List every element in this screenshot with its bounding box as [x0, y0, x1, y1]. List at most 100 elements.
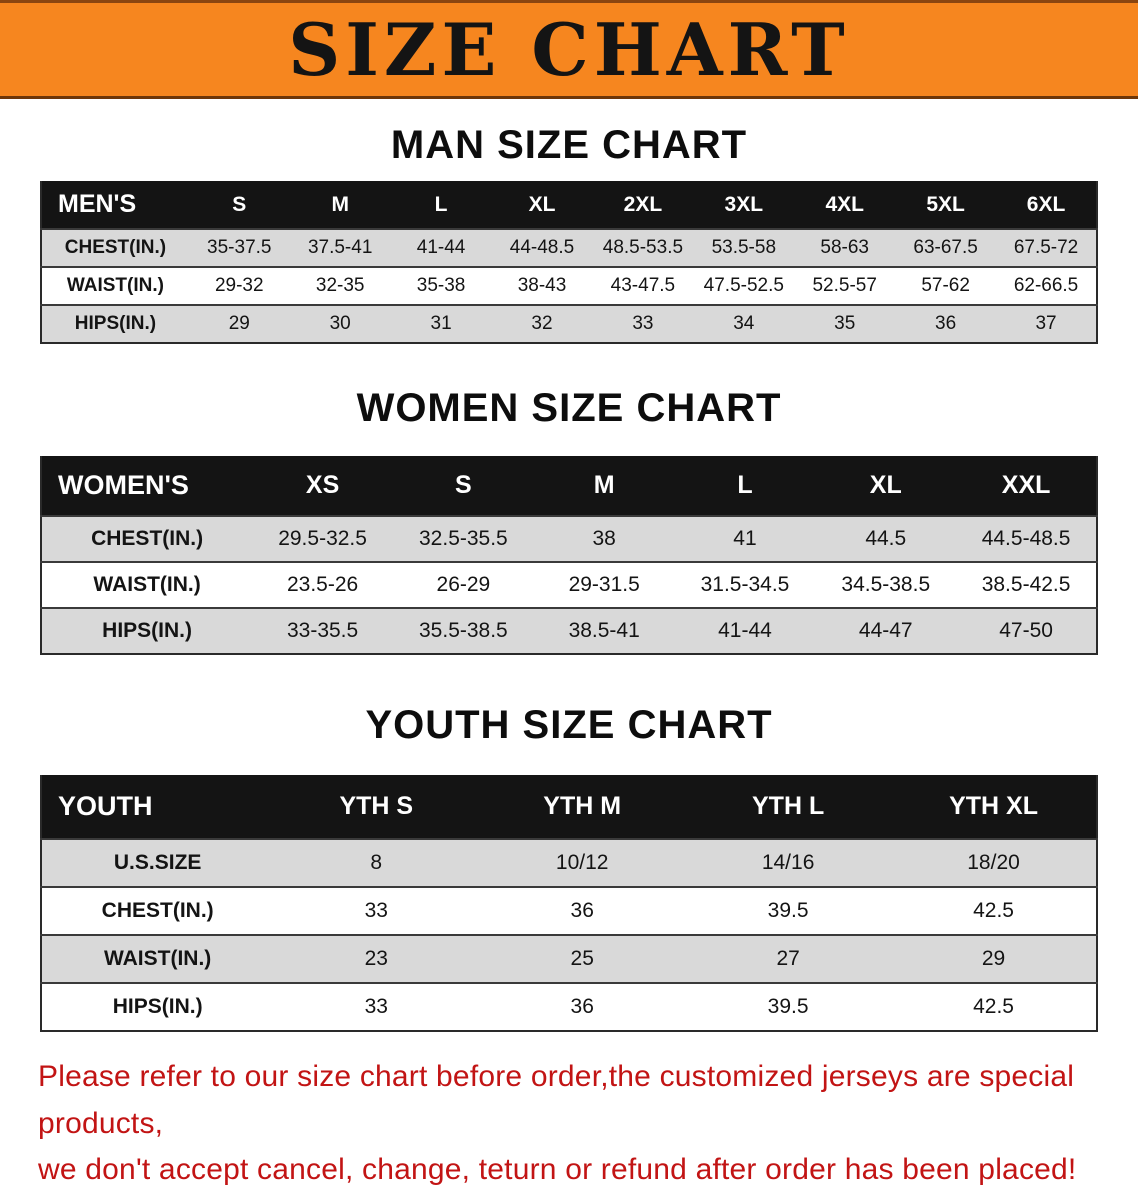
size-cell: 41-44: [390, 228, 492, 267]
size-cell: 29: [188, 304, 290, 343]
row-label: WAIST(IN.): [41, 561, 253, 608]
size-cell: 43-47.5: [592, 266, 694, 305]
size-cell: 26-29: [392, 561, 534, 608]
women-section-heading: WOMEN SIZE CHART: [356, 386, 782, 430]
size-cell: 39.5: [685, 982, 892, 1031]
size-cell: 44.5-48.5: [956, 515, 1097, 562]
men-hips-row: HIPS(IN.) 29 30 31 32 33 34 35 36 37: [41, 304, 1097, 343]
row-label: WAIST(IN.): [41, 266, 189, 305]
size-cell: 23.5-26: [252, 561, 393, 608]
women-header-cell: M: [593, 471, 615, 499]
size-cell: 44.5: [815, 515, 957, 562]
women-header-cell: WOMEN'S: [58, 470, 189, 500]
women-header-cell: XXL: [1001, 471, 1051, 499]
size-cell: 38.5-41: [533, 607, 675, 654]
youth-header-cell: YTH XL: [949, 792, 1038, 820]
size-cell: 33-35.5: [252, 607, 393, 654]
row-label: HIPS(IN.): [41, 607, 253, 654]
size-cell: 32: [491, 304, 593, 343]
size-cell: 35-37.5: [188, 228, 290, 267]
men-header-cell: MEN'S: [58, 190, 137, 218]
size-cell: 38: [533, 515, 675, 562]
size-cell: 38-43: [491, 266, 593, 305]
men-chest-row: CHEST(IN.) 35-37.5 37.5-41 41-44 44-48.5…: [41, 228, 1097, 267]
row-label: U.S.SIZE: [41, 838, 274, 887]
size-cell: 47.5-52.5: [693, 266, 795, 305]
disclaimer-line-1: Please refer to our size chart before or…: [38, 1060, 1075, 1140]
size-cell: 27: [685, 934, 892, 983]
size-cell: 41: [674, 515, 816, 562]
size-cell: 29.5-32.5: [252, 515, 393, 562]
banner-title: SIZE CHART: [288, 6, 850, 92]
men-header-cell: 4XL: [825, 192, 864, 216]
men-header-cell: 3XL: [724, 192, 764, 216]
size-cell: 37: [996, 304, 1097, 343]
women-waist-row: WAIST(IN.) 23.5-26 26-29 29-31.5 31.5-34…: [41, 561, 1097, 608]
size-cell: 8: [273, 838, 480, 887]
women-header-cell: XS: [305, 471, 340, 499]
size-cell: 29: [891, 934, 1097, 983]
size-cell: 35-38: [390, 266, 492, 305]
size-cell: 23: [273, 934, 480, 983]
men-header-row: MEN'S S M L XL 2XL 3XL 4XL 5XL 6XL: [41, 181, 1097, 229]
size-cell: 44-47: [815, 607, 957, 654]
youth-hips-row: HIPS(IN.) 33 36 39.5 42.5: [41, 982, 1097, 1031]
size-cell: 63-67.5: [895, 228, 997, 267]
size-cell: 48.5-53.5: [592, 228, 694, 267]
size-cell: 41-44: [674, 607, 816, 654]
women-header-cell: XL: [869, 471, 902, 499]
size-cell: 57-62: [895, 266, 997, 305]
men-header-cell: 6XL: [1026, 192, 1066, 216]
size-cell: 34: [693, 304, 795, 343]
youth-header-row: YOUTH YTH S YTH M YTH L YTH XL: [41, 775, 1097, 839]
size-cell: 62-66.5: [996, 266, 1097, 305]
row-label: CHEST(IN.): [41, 228, 189, 267]
men-header-cell: M: [331, 192, 349, 216]
men-header-cell: XL: [528, 192, 556, 216]
size-cell: 67.5-72: [996, 228, 1097, 267]
row-label: WAIST(IN.): [41, 934, 274, 983]
women-header-cell: S: [455, 471, 472, 499]
size-cell: 18/20: [891, 838, 1097, 887]
disclaimer-line-2: we don't accept cancel, change, teturn o…: [38, 1153, 1077, 1186]
size-cell: 33: [273, 886, 480, 935]
row-label: HIPS(IN.): [41, 304, 189, 343]
men-header-cell: 2XL: [623, 192, 663, 216]
youth-ussize-row: U.S.SIZE 8 10/12 14/16 18/20: [41, 838, 1097, 887]
size-cell: 25: [479, 934, 686, 983]
size-cell: 31.5-34.5: [674, 561, 816, 608]
size-chart-banner: SIZE CHART: [0, 0, 1138, 99]
size-cell: 47-50: [956, 607, 1097, 654]
size-cell: 33: [273, 982, 480, 1031]
size-cell: 58-63: [794, 228, 896, 267]
size-cell: 31: [390, 304, 492, 343]
size-cell: 52.5-57: [794, 266, 896, 305]
women-header-cell: L: [737, 471, 753, 499]
youth-size-table: YOUTH YTH S YTH M YTH L YTH XL U.S.SIZE …: [40, 775, 1098, 1032]
youth-waist-row: WAIST(IN.) 23 25 27 29: [41, 934, 1097, 983]
size-cell: 36: [479, 886, 686, 935]
men-header-cell: S: [232, 192, 247, 216]
men-waist-row: WAIST(IN.) 29-32 32-35 35-38 38-43 43-47…: [41, 266, 1097, 305]
men-header-cell: L: [434, 192, 448, 216]
size-cell: 44-48.5: [491, 228, 593, 267]
women-header-row: WOMEN'S XS S M L XL XXL: [41, 456, 1097, 516]
size-cell: 37.5-41: [289, 228, 391, 267]
women-hips-row: HIPS(IN.) 33-35.5 35.5-38.5 38.5-41 41-4…: [41, 607, 1097, 654]
size-cell: 42.5: [891, 982, 1097, 1031]
size-cell: 32.5-35.5: [392, 515, 534, 562]
youth-chest-row: CHEST(IN.) 33 36 39.5 42.5: [41, 886, 1097, 935]
size-cell: 14/16: [685, 838, 892, 887]
size-cell: 32-35: [289, 266, 391, 305]
men-header-cell: 5XL: [926, 192, 965, 216]
size-cell: 30: [289, 304, 391, 343]
row-label: CHEST(IN.): [41, 886, 274, 935]
size-cell: 36: [895, 304, 997, 343]
size-cell: 35.5-38.5: [392, 607, 534, 654]
size-cell: 29-32: [188, 266, 290, 305]
size-cell: 39.5: [685, 886, 892, 935]
youth-header-cell: YTH L: [752, 792, 825, 820]
size-cell: 34.5-38.5: [815, 561, 957, 608]
size-cell: 38.5-42.5: [956, 561, 1097, 608]
size-cell: 53.5-58: [693, 228, 795, 267]
